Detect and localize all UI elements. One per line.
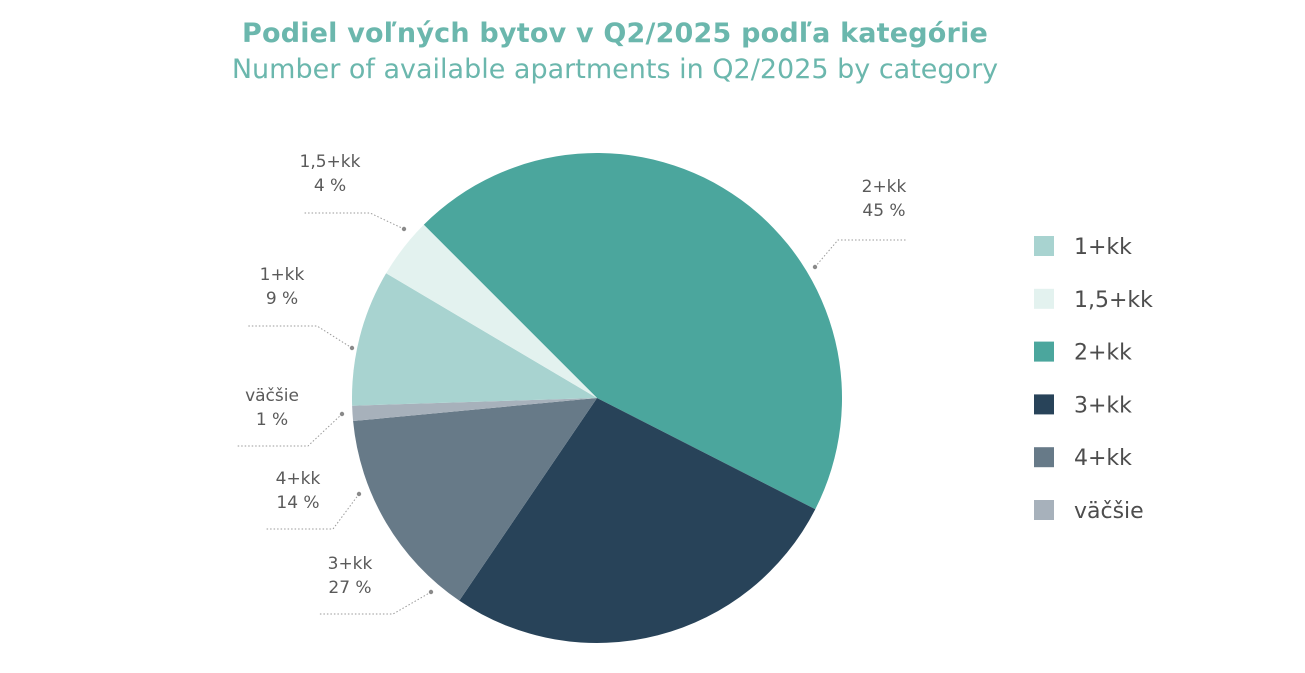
legend-swatch [1034,447,1054,468]
slice-category-label: 1+kk [260,265,305,285]
pie-slices [351,152,843,643]
pie-slice-4-kk [353,398,597,601]
slice-category-label: 4+kk [276,469,321,489]
pie-slice-3-kk [459,398,816,643]
pie-slice-1-kk [351,273,597,406]
slice-category-label: 2+kk [862,177,907,197]
legend-label: 2+kk [1074,341,1132,366]
chart-subtitle: Number of available apartments in Q2/202… [231,54,999,85]
legend-swatch [1034,288,1054,309]
callout-dot [812,264,818,270]
callout-leader-line [248,325,353,349]
legend-label: 3+kk [1074,393,1132,418]
slice-percent-label: 45 % [862,201,905,221]
callout-leader-line [236,413,343,447]
slice-percent-label: 4 % [314,176,346,196]
legend-label: 1,5+kk [1074,288,1153,313]
callout-dot [339,411,345,417]
legend-swatch [1034,341,1054,362]
callout-leader-line [303,212,405,230]
callout-dot [356,491,362,497]
callout-leader-line [814,239,906,268]
callout-dot [428,589,434,595]
legend-label: 4+kk [1074,446,1132,471]
legend-swatch [1034,394,1054,415]
legend-swatch [1034,236,1054,256]
callout-leader-line [318,591,432,615]
slice-percent-label: 1 % [256,410,288,430]
slice-category-label: 3+kk [328,554,373,574]
legend-label: 1+kk [1074,235,1132,260]
chart-title: Podiel voľných bytov v Q2/2025 podľa kat… [241,18,989,49]
legend-label: väčšie [1074,499,1144,524]
pie-slice-1-5-kk [386,224,597,398]
callout-leader-line [265,493,360,530]
slice-percent-label: 27 % [328,578,371,598]
callout-dot [401,226,407,232]
pie-slice-2-kk [423,152,843,510]
pie-slice-v-ie [352,398,597,422]
slice-callouts: 2+kk 45 % 3+kk 27 % 4+kk 14 % väčšie 1 % 1+kk 9 %… [236,152,907,615]
callout-dot [349,345,355,351]
slice-category-label: 1,5+kk [300,152,361,172]
legend-swatch [1034,500,1054,520]
slice-percent-label: 14 % [276,493,319,513]
chart-legend: 1+kk 1,5+kk 2+kk 3+kk 4+kk väčšie [1034,235,1153,524]
slice-percent-label: 9 % [266,289,298,309]
slice-category-label: väčšie [245,386,299,406]
